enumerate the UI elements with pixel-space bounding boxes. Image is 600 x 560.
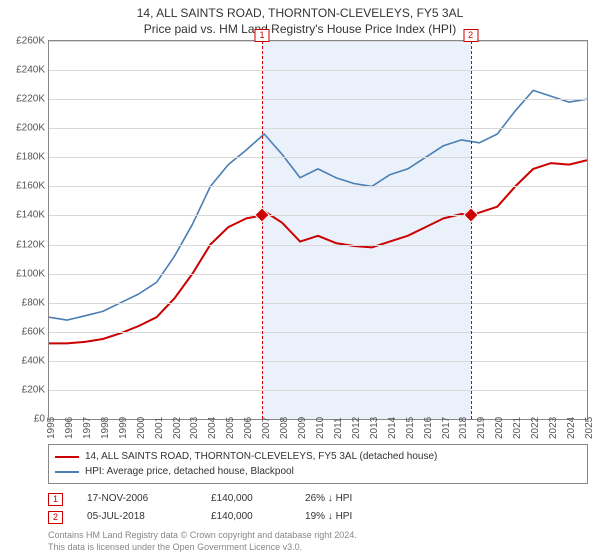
legend-label-property: 14, ALL SAINTS ROAD, THORNTON-CLEVELEYS,…: [85, 449, 437, 464]
x-axis-label: 1997: [82, 417, 93, 439]
series-line-hpi: [49, 90, 587, 320]
y-axis-label: £120K: [16, 239, 45, 250]
gridline: [49, 128, 587, 129]
x-axis-label: 2024: [566, 417, 577, 439]
footer-line2: This data is licensed under the Open Gov…: [48, 542, 588, 554]
gridline: [49, 303, 587, 304]
gridline: [49, 245, 587, 246]
sale-marker-top-label: 1: [255, 29, 270, 42]
x-axis-label: 2007: [261, 417, 272, 439]
footer-attribution: Contains HM Land Registry data © Crown c…: [48, 530, 588, 553]
y-axis-label: £160K: [16, 181, 45, 192]
x-axis-label: 2002: [172, 417, 183, 439]
x-axis-label: 2022: [530, 417, 541, 439]
y-axis-label: £140K: [16, 210, 45, 221]
x-axis-label: 2003: [189, 417, 200, 439]
x-axis-label: 2020: [494, 417, 505, 439]
x-axis-label: 2016: [423, 417, 434, 439]
chart-plot-area: £0£20K£40K£60K£80K£100K£120K£140K£160K£1…: [48, 40, 588, 420]
x-axis-label: 2023: [548, 417, 559, 439]
y-axis-label: £80K: [22, 297, 45, 308]
legend-label-hpi: HPI: Average price, detached house, Blac…: [85, 464, 294, 479]
legend-swatch-property: [55, 456, 79, 458]
y-axis-label: £60K: [22, 326, 45, 337]
sale-date: 05-JUL-2018: [87, 508, 187, 526]
y-axis-label: £0: [34, 414, 45, 425]
x-axis-label: 2021: [512, 417, 523, 439]
sale-row: 2 05-JUL-2018 £140,000 19% ↓ HPI: [48, 508, 588, 526]
x-axis-label: 2013: [369, 417, 380, 439]
y-axis-label: £260K: [16, 36, 45, 47]
legend-box: 14, ALL SAINTS ROAD, THORNTON-CLEVELEYS,…: [48, 444, 588, 484]
x-axis-label: 2004: [207, 417, 218, 439]
y-axis-label: £200K: [16, 123, 45, 134]
x-axis-label: 1999: [118, 417, 129, 439]
gridline: [49, 41, 587, 42]
x-axis-label: 2019: [476, 417, 487, 439]
sale-price: £140,000: [211, 490, 281, 508]
series-line-property: [49, 160, 587, 343]
chart-subtitle: Price paid vs. HM Land Registry's House …: [0, 20, 600, 40]
x-axis-label: 2017: [441, 417, 452, 439]
y-axis-label: £220K: [16, 94, 45, 105]
y-axis-label: £40K: [22, 355, 45, 366]
x-axis-label: 2018: [458, 417, 469, 439]
sale-marker-vline: [471, 41, 472, 419]
y-axis-label: £100K: [16, 268, 45, 279]
legend-row-hpi: HPI: Average price, detached house, Blac…: [55, 464, 581, 479]
x-axis-label: 2015: [405, 417, 416, 439]
sale-marker-vline: [262, 41, 263, 419]
sale-marker-badge: 2: [48, 511, 63, 524]
gridline: [49, 99, 587, 100]
y-axis-label: £20K: [22, 384, 45, 395]
x-axis-label: 2010: [315, 417, 326, 439]
x-axis-label: 2014: [387, 417, 398, 439]
x-axis-label: 2006: [243, 417, 254, 439]
gridline: [49, 186, 587, 187]
x-axis-label: 2012: [351, 417, 362, 439]
sale-price: £140,000: [211, 508, 281, 526]
gridline: [49, 361, 587, 362]
legend-row-property: 14, ALL SAINTS ROAD, THORNTON-CLEVELEYS,…: [55, 449, 581, 464]
gridline: [49, 70, 587, 71]
x-axis-label: 1998: [100, 417, 111, 439]
legend-swatch-hpi: [55, 471, 79, 473]
sales-table: 1 17-NOV-2006 £140,000 26% ↓ HPI 2 05-JU…: [48, 490, 588, 526]
footer-line1: Contains HM Land Registry data © Crown c…: [48, 530, 588, 542]
x-axis-label: 1996: [64, 417, 75, 439]
gridline: [49, 332, 587, 333]
x-axis-label: 2008: [279, 417, 290, 439]
sale-row: 1 17-NOV-2006 £140,000 26% ↓ HPI: [48, 490, 588, 508]
x-axis-label: 2005: [225, 417, 236, 439]
sale-marker-top-label: 2: [463, 29, 478, 42]
x-axis-label: 2025: [584, 417, 595, 439]
x-axis-label: 2000: [136, 417, 147, 439]
sale-marker-badge: 1: [48, 493, 63, 506]
y-axis-label: £240K: [16, 65, 45, 76]
x-axis-label: 2009: [297, 417, 308, 439]
x-axis-label: 1995: [46, 417, 57, 439]
x-axis-label: 2001: [154, 417, 165, 439]
y-axis-label: £180K: [16, 152, 45, 163]
chart-title-address: 14, ALL SAINTS ROAD, THORNTON-CLEVELEYS,…: [0, 0, 600, 20]
sale-date: 17-NOV-2006: [87, 490, 187, 508]
gridline: [49, 157, 587, 158]
sale-hpi-delta: 26% ↓ HPI: [305, 490, 405, 508]
sale-hpi-delta: 19% ↓ HPI: [305, 508, 405, 526]
gridline: [49, 215, 587, 216]
chart-lines-svg: [49, 41, 587, 419]
chart-container: 14, ALL SAINTS ROAD, THORNTON-CLEVELEYS,…: [0, 0, 600, 560]
x-axis-label: 2011: [333, 417, 344, 439]
gridline: [49, 274, 587, 275]
gridline: [49, 390, 587, 391]
